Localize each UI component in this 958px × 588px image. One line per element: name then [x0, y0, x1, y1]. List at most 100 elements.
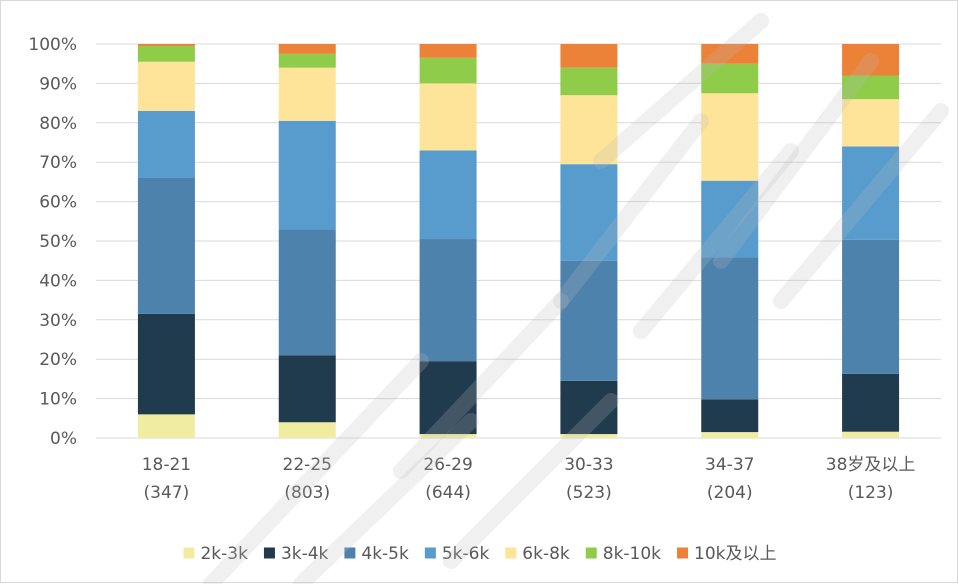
legend-label: 3k-4k [281, 544, 329, 564]
y-tick-label: 70% [39, 153, 77, 173]
legend-item: 4k-5k [344, 544, 409, 564]
bar-segment [419, 150, 477, 240]
legend: 2k-3k 3k-4k 4k-5k 5k-6k 6k-8k 8k-10k 10k及以上 [183, 544, 777, 564]
bar-segment [560, 67, 618, 96]
bar-segment [560, 44, 618, 68]
watermark-stroke [773, 103, 949, 309]
legend-swatch [344, 547, 356, 559]
legend-label: 5k-6k [442, 544, 490, 564]
bar-segment [278, 229, 336, 356]
legend-label: 8k-10k [603, 544, 661, 564]
bar-segment [701, 432, 759, 438]
bar-segment [137, 45, 195, 62]
bar-segment [842, 146, 900, 240]
grid-lines [96, 43, 941, 439]
legend-swatch [585, 547, 597, 559]
legend-label: 6k-8k [522, 544, 570, 564]
watermark-stroke [553, 113, 709, 309]
x-tick-label: (803) [284, 483, 330, 503]
bar-segment [137, 414, 195, 438]
bar-segment [137, 44, 195, 46]
bar-segment [701, 257, 759, 400]
bar-stack [137, 44, 195, 438]
x-tick-label: (347) [144, 483, 190, 503]
bar-segment [419, 239, 477, 362]
x-tick-label: (123) [848, 483, 894, 503]
bar-segment [419, 44, 477, 58]
bar-segment [560, 260, 618, 381]
bar-stack [560, 44, 618, 438]
x-tick-label: (644) [425, 483, 471, 503]
bar-segment [701, 399, 759, 433]
bar-segment [278, 355, 336, 423]
bar-segment [842, 373, 900, 432]
x-tick-label: (204) [707, 483, 753, 503]
legend-item: 6k-8k [505, 544, 570, 564]
y-tick-label: 90% [39, 74, 77, 94]
bar-segment [701, 93, 759, 181]
bar-segment [419, 434, 477, 438]
legend-item: 10k及以上 [677, 544, 777, 564]
bar-segment [701, 44, 759, 64]
legend-item: 2k-3k [183, 544, 248, 564]
bar-stacks [137, 44, 900, 438]
watermark-stroke [633, 143, 799, 339]
watermark [203, 13, 949, 588]
legend-swatch [183, 547, 195, 559]
legend-item: 3k-4k [263, 544, 329, 564]
bar-segment [560, 95, 618, 165]
y-tick-label: 10% [39, 390, 77, 410]
watermark-stroke [443, 393, 619, 569]
y-tick-label: 40% [39, 271, 77, 291]
bar-stack [842, 44, 900, 438]
bar-segment [560, 164, 618, 261]
y-tick-label: 100% [28, 35, 77, 55]
y-tick-label: 60% [39, 193, 77, 213]
watermark-stroke [593, 13, 769, 169]
bar-segment [560, 434, 618, 438]
watermark-stroke [293, 413, 479, 588]
x-tick-label: 26-29 [423, 455, 472, 475]
x-tick-label: 18-21 [142, 455, 191, 475]
bar-segment [137, 110, 195, 178]
y-tick-label: 80% [39, 114, 77, 134]
watermark-stroke [203, 353, 429, 588]
x-tick-label: 34-37 [705, 455, 754, 475]
legend-label: 2k-3k [200, 544, 248, 564]
legend-swatch [677, 547, 689, 559]
legend-label: 10k及以上 [694, 544, 776, 564]
bar-segment [278, 120, 336, 230]
bar-segment [701, 180, 759, 258]
bar-stack [278, 44, 336, 438]
y-tick-label: 50% [39, 232, 77, 252]
watermark-stroke [393, 293, 569, 479]
bar-segment [419, 361, 477, 435]
x-tick-label: 38岁及以上 [826, 455, 916, 475]
legend-item: 5k-6k [424, 544, 490, 564]
bar-segment [842, 431, 900, 438]
bar-segment [419, 57, 477, 84]
x-axis-ticks: 18-21 (347) 22-25 (803) 26-29 (644) 30-33 (523)… [142, 455, 916, 503]
legend-swatch [505, 547, 517, 559]
legend-label: 4k-5k [361, 544, 409, 564]
bar-stack [419, 44, 477, 438]
bar-segment [419, 83, 477, 151]
x-tick-label: 30-33 [564, 455, 613, 475]
bar-segment [842, 239, 900, 374]
bar-segment [278, 422, 336, 438]
y-tick-label: 30% [39, 311, 77, 331]
bar-segment [842, 99, 900, 147]
bar-segment [137, 61, 195, 111]
bar-segment [278, 67, 336, 121]
bar-segment [560, 380, 618, 435]
bar-segment [701, 63, 759, 94]
bar-segment [842, 44, 900, 76]
bar-segment [842, 75, 900, 100]
x-tick-label: 22-25 [283, 455, 332, 475]
watermark-stroke [713, 53, 879, 269]
bar-segment [137, 177, 195, 314]
y-tick-label: 0% [50, 429, 77, 449]
y-axis-ticks: 0% 10% 20% 30% 40% 50% 60% 70% 80% 90% 100% [28, 35, 77, 449]
